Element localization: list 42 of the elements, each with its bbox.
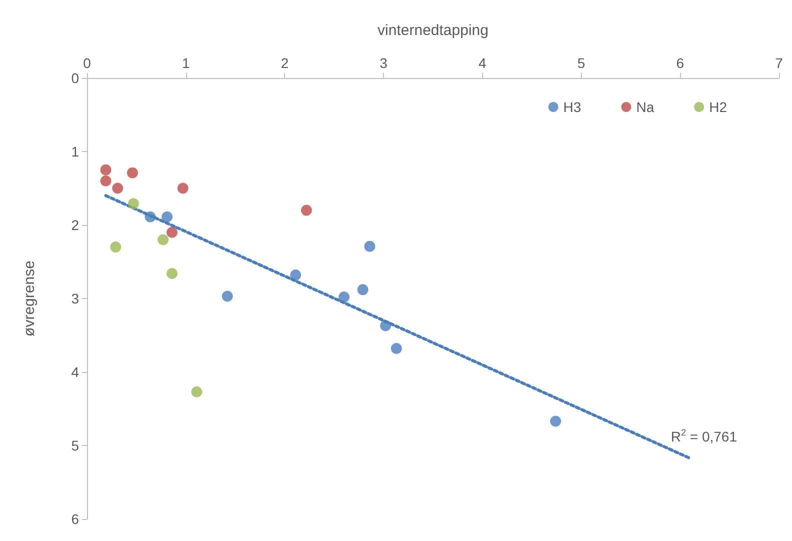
point — [158, 234, 169, 246]
point — [338, 292, 350, 303]
point — [166, 268, 178, 280]
x-tick-label: 3 — [380, 55, 388, 71]
point — [100, 164, 112, 176]
x-tick-label: 7 — [775, 55, 784, 71]
y-tick-label: 2 — [71, 217, 80, 233]
point — [166, 226, 178, 238]
x-tick-label: 2 — [280, 55, 289, 71]
point — [144, 211, 156, 222]
point — [380, 320, 392, 332]
point — [128, 198, 139, 210]
y-tick-label: 1 — [71, 144, 80, 160]
point — [364, 240, 376, 252]
point — [290, 269, 302, 280]
legend-label: Na — [636, 99, 654, 115]
x-axis-title: vinternedtapping — [378, 22, 488, 39]
point — [550, 416, 562, 427]
y-axis-title: øvregrense — [21, 260, 38, 336]
y-tick-label: 5 — [71, 438, 80, 454]
x-tick-label: 6 — [676, 55, 684, 71]
point — [177, 182, 188, 194]
point — [357, 284, 368, 296]
y-tick-label: 3 — [71, 290, 80, 306]
point — [300, 204, 312, 216]
point — [191, 386, 202, 398]
point — [222, 290, 233, 302]
legend-label: H3 — [563, 99, 582, 115]
x-tick-label: 1 — [182, 55, 190, 71]
point — [162, 211, 173, 222]
y-tick-label: 4 — [71, 364, 80, 380]
y-tick-label: 0 — [71, 70, 80, 86]
point — [112, 182, 124, 194]
point — [100, 175, 112, 186]
point — [126, 167, 138, 178]
point — [390, 342, 402, 354]
legend-label: H2 — [709, 99, 728, 115]
x-tick-label: 4 — [478, 55, 487, 71]
point — [110, 242, 122, 253]
x-tick-label: 0 — [83, 55, 92, 71]
y-tick-label: 6 — [71, 511, 80, 527]
x-tick-label: 5 — [577, 55, 586, 71]
